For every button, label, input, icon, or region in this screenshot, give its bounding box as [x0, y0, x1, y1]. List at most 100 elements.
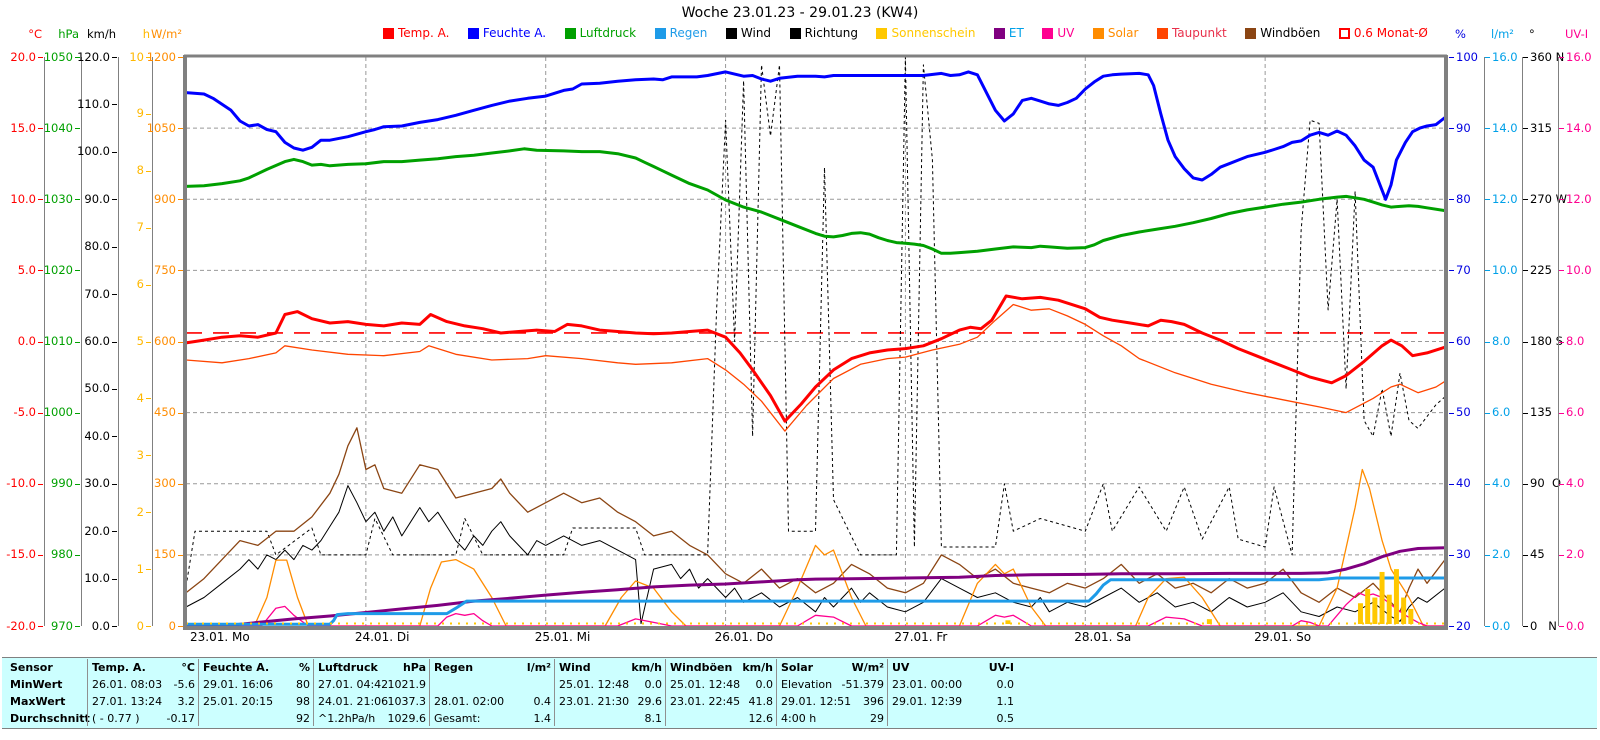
axis-tick-label: 6: [136, 277, 144, 292]
tick: [38, 412, 43, 414]
sunshine-bar: [1365, 589, 1371, 624]
axis-tick-label: 8: [136, 163, 144, 178]
table-max-value: 396: [863, 695, 884, 708]
table-separator: [313, 659, 314, 726]
tick: [112, 294, 117, 296]
series-luftdruck: [185, 147, 1446, 255]
tick: [1449, 554, 1454, 556]
table-min-time: 25.01. 12:48: [559, 678, 630, 691]
tick: [146, 626, 151, 627]
tick: [38, 341, 43, 343]
tick: [146, 398, 151, 400]
day-label: 28.01. Sa: [1074, 630, 1132, 644]
tick: [112, 483, 117, 485]
tick: [1523, 554, 1528, 556]
chart-canvas: [183, 54, 1448, 630]
table-avg-time: 4:00 h: [781, 712, 817, 725]
tick: [1485, 128, 1490, 130]
axis-tick-label: 100.0: [77, 144, 110, 159]
axis-tick-label: 90.0: [84, 191, 110, 206]
axis-tick-label: 10.0: [1566, 262, 1592, 277]
legend-label: Sonnenschein: [891, 26, 976, 40]
axis-tick-label: 50.0: [84, 381, 110, 396]
table-row-header: Sensor: [10, 661, 53, 674]
axis-tick-label: 0.0: [91, 618, 110, 633]
axis-tick-label: 970: [51, 618, 73, 633]
sunshine-bar: [1005, 620, 1011, 624]
legend-item-feuchte-a-: Feuchte A.: [467, 26, 547, 40]
axis-tick-label: 8.0: [1566, 334, 1585, 348]
legend-item-luftdruck: Luftdruck: [564, 26, 636, 40]
tick: [1523, 128, 1528, 130]
axis-line-uv: [1558, 57, 1559, 626]
axis-unit-wind: km/h: [86, 27, 116, 41]
axis-tick-label: 40.0: [84, 428, 110, 443]
axis-tick-label: 5: [136, 334, 144, 348]
tick: [75, 412, 80, 414]
axis-tick-label: -15.0: [6, 547, 36, 562]
tick: [75, 626, 80, 627]
tick: [112, 531, 117, 533]
sunshine-bar: [1386, 594, 1392, 624]
axis-tick-label: 60: [1456, 334, 1471, 348]
table-max-time: 27.01. 13:24: [92, 695, 163, 708]
tick: [38, 626, 43, 627]
series-richtung: [185, 56, 1446, 587]
tick: [112, 104, 117, 106]
axis-tick-label: 180 S: [1530, 334, 1563, 348]
axis-tick-label: 70: [1456, 262, 1471, 277]
legend-item-0-6-monat-: 0.6 Monat-Ø: [1338, 26, 1428, 40]
axis-tick-label: 6.0: [1566, 405, 1585, 420]
table-max-time: 28.01. 02:00: [434, 695, 505, 708]
axis-tick-label: 270 W: [1530, 191, 1567, 206]
axis-tick-label: 60.0: [84, 334, 110, 348]
axis-tick-label: 750: [154, 262, 176, 277]
table-separator: [887, 659, 888, 726]
axis-tick-label: 1200: [146, 49, 176, 64]
tick: [38, 57, 43, 58]
tick: [75, 128, 80, 130]
table-col-unit: °C: [181, 661, 195, 674]
table-min-time: 29.01. 16:06: [203, 678, 274, 691]
table-avg-value: 92: [296, 712, 310, 725]
tick: [75, 341, 80, 343]
tick: [1485, 554, 1490, 556]
legend-swatch: [1092, 27, 1104, 39]
day-label: 25.01. Mi: [534, 630, 591, 644]
axis-unit-sunshine: h: [142, 27, 150, 41]
legend-item-sonnenschein: Sonnenschein: [876, 26, 975, 40]
sunshine-bar: [1357, 603, 1363, 624]
legend-label: Feuchte A.: [482, 26, 547, 40]
legend-swatch: [654, 27, 666, 39]
axis-tick-label: 50: [1456, 405, 1471, 420]
table-min-time: 25.01. 12:48: [670, 678, 741, 691]
axis-tick-label: 980: [51, 547, 73, 562]
axis-tick-label: 0 N: [1530, 618, 1557, 633]
table-max-value: 41.8: [748, 695, 774, 708]
tick: [75, 270, 80, 272]
table-max-time: 24.01. 21:06: [318, 695, 389, 708]
table-avg-value: 8.1: [644, 712, 663, 725]
legend-label: ET: [1008, 26, 1024, 40]
axis-tick-label: 10: [129, 49, 144, 64]
axis-unit-direction: °: [1529, 27, 1535, 41]
table-min-value: 1021.9: [387, 678, 427, 691]
tick: [112, 199, 117, 201]
axis-tick-label: 150: [154, 547, 176, 562]
tick: [1449, 412, 1454, 414]
table-separator: [198, 659, 199, 726]
tick: [1523, 626, 1528, 627]
axis-tick-label: 20.0: [10, 49, 36, 64]
legend-item-regen: Regen: [654, 26, 707, 40]
table-max-time: 23.01. 21:30: [559, 695, 630, 708]
table-min-value: -5.6: [173, 678, 195, 691]
table-max-time: 29.01. 12:51: [781, 695, 852, 708]
axis-tick-label: 110.0: [77, 96, 110, 111]
table-max-value: 0.4: [533, 695, 552, 708]
table-separator: [776, 659, 777, 726]
axis-tick-label: 300: [154, 476, 176, 491]
axis-tick-label: 14.0: [1566, 120, 1592, 135]
tick: [112, 151, 117, 153]
axis-tick-label: 30.0: [84, 476, 110, 491]
table-max-value: 1.1: [996, 695, 1015, 708]
